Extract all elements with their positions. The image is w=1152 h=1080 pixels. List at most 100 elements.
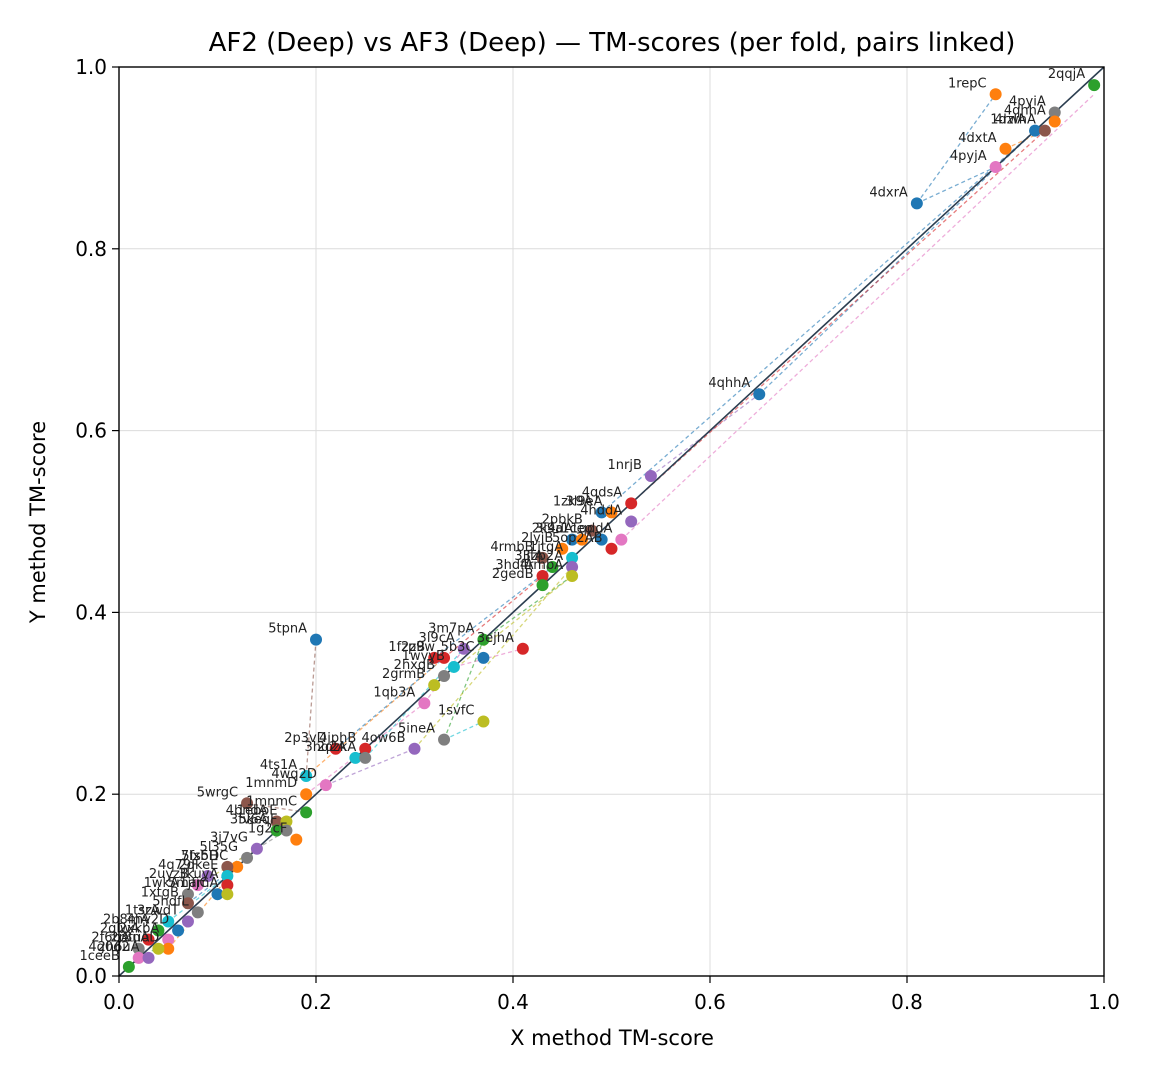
pair-link xyxy=(305,639,317,777)
pair-link xyxy=(305,657,445,777)
point-label: 2z9w xyxy=(401,640,435,655)
data-point xyxy=(250,842,263,855)
plot-frame xyxy=(118,66,1105,977)
point-label: 4dxtA xyxy=(958,131,996,146)
data-point xyxy=(142,951,155,964)
data-point xyxy=(989,88,1002,101)
data-point xyxy=(999,142,1012,155)
point-label: 2b8mA xyxy=(103,913,149,928)
data-point xyxy=(191,879,204,892)
point-label: 2uyzB xyxy=(149,867,189,882)
point-label: 2lyjB xyxy=(521,531,553,546)
data-point xyxy=(132,942,145,955)
data-point xyxy=(152,924,165,937)
point-label: 2f6bA xyxy=(91,931,129,946)
point-label: 3l9a xyxy=(535,522,563,537)
point-label: 2qkeE xyxy=(179,858,219,873)
point-label: 3j7vG xyxy=(210,831,248,846)
data-point xyxy=(152,942,165,955)
data-point xyxy=(221,870,234,883)
data-point xyxy=(280,815,293,828)
point-label: 4jphB xyxy=(319,731,356,746)
point-label: 3fv6A xyxy=(230,813,268,828)
point-label: 3tuoD xyxy=(120,931,160,946)
point-label: 1jfjC xyxy=(179,876,208,891)
data-point xyxy=(181,915,194,928)
point-label: 1wkA xyxy=(144,876,179,891)
data-point xyxy=(556,542,569,555)
pair-link xyxy=(325,748,415,786)
data-point xyxy=(162,915,175,928)
data-point xyxy=(310,633,322,646)
y-tick-label: 0.2 xyxy=(75,782,107,806)
data-point xyxy=(625,515,638,528)
pair-link xyxy=(167,875,228,922)
pair-link xyxy=(758,130,1036,395)
data-point xyxy=(566,551,579,564)
data-point xyxy=(910,197,923,210)
y-tick-label: 0.0 xyxy=(75,964,107,988)
point-label: 4pyiA xyxy=(1009,94,1046,109)
data-point xyxy=(753,388,766,401)
point-label: 1xtgB xyxy=(141,885,179,900)
point-label: 1mnmD xyxy=(245,776,297,791)
data-point xyxy=(1029,124,1042,137)
point-label: 5hdfL xyxy=(152,894,189,909)
data-point xyxy=(359,742,372,755)
point-label: 4q79F xyxy=(158,858,199,873)
point-label: 5ineA xyxy=(398,722,435,737)
point-label: 1jtgA xyxy=(529,540,563,555)
data-point xyxy=(438,733,451,746)
point-label: 5wrgC xyxy=(197,785,238,800)
data-point xyxy=(457,642,470,655)
data-point xyxy=(162,942,175,955)
point-label: 1nrjB xyxy=(608,458,642,473)
data-point xyxy=(201,870,214,883)
y-axis-label: Y method TM-score xyxy=(26,421,50,624)
point-label: 1repC xyxy=(948,76,987,91)
data-point xyxy=(1038,124,1051,137)
point-label: 3hq2A xyxy=(304,740,346,755)
point-label: 1qb3A xyxy=(373,685,415,700)
pair-link xyxy=(443,720,484,741)
y-axis-ticks: 0.0 0.2 0.4 0.6 0.8 1.0 xyxy=(75,55,119,988)
point-label: 4hddA xyxy=(580,504,622,519)
point-label: 5b3C xyxy=(441,640,475,655)
point-label: 1ceo xyxy=(561,522,592,537)
data-point xyxy=(162,933,175,946)
point-label: 2glwA xyxy=(100,922,140,937)
data-point xyxy=(447,660,460,673)
data-point xyxy=(428,651,441,664)
data-point xyxy=(132,951,145,964)
point-label: 5keqF xyxy=(238,813,277,828)
data-point xyxy=(536,579,549,592)
point-label: 2hxqB xyxy=(394,658,435,673)
y-tick-label: 0.8 xyxy=(75,237,107,261)
point-label: 4ow6B xyxy=(361,731,405,746)
point-label: 3kuyA xyxy=(178,867,218,882)
data-point xyxy=(595,506,608,519)
data-point xyxy=(566,570,579,583)
data-point xyxy=(300,806,313,819)
data-point xyxy=(566,533,579,546)
data-point xyxy=(172,924,185,937)
data-point xyxy=(270,815,283,828)
point-label: 5l35G xyxy=(200,840,239,855)
data-point xyxy=(438,651,451,664)
chart-title: AF2 (Deep) vs AF3 (Deep) — TM-scores (pe… xyxy=(209,28,1016,58)
data-point xyxy=(221,879,234,892)
data-point xyxy=(418,697,431,710)
data-point xyxy=(1048,106,1061,119)
y-tick-label: 0.6 xyxy=(75,419,107,443)
point-label: 4wq2D xyxy=(271,767,316,782)
data-point xyxy=(615,533,628,546)
data-point xyxy=(349,751,362,764)
data-point xyxy=(1088,79,1101,92)
x-tick-label: 1.0 xyxy=(1088,990,1120,1014)
point-label: 3ejhA xyxy=(477,631,514,646)
point-label: 4rmbB xyxy=(490,540,533,555)
data-point xyxy=(300,788,313,801)
point-label: 1tsrA xyxy=(125,903,159,918)
point-label: 4rwhA xyxy=(995,113,1036,128)
point-label: 5fs5DC xyxy=(181,849,228,864)
